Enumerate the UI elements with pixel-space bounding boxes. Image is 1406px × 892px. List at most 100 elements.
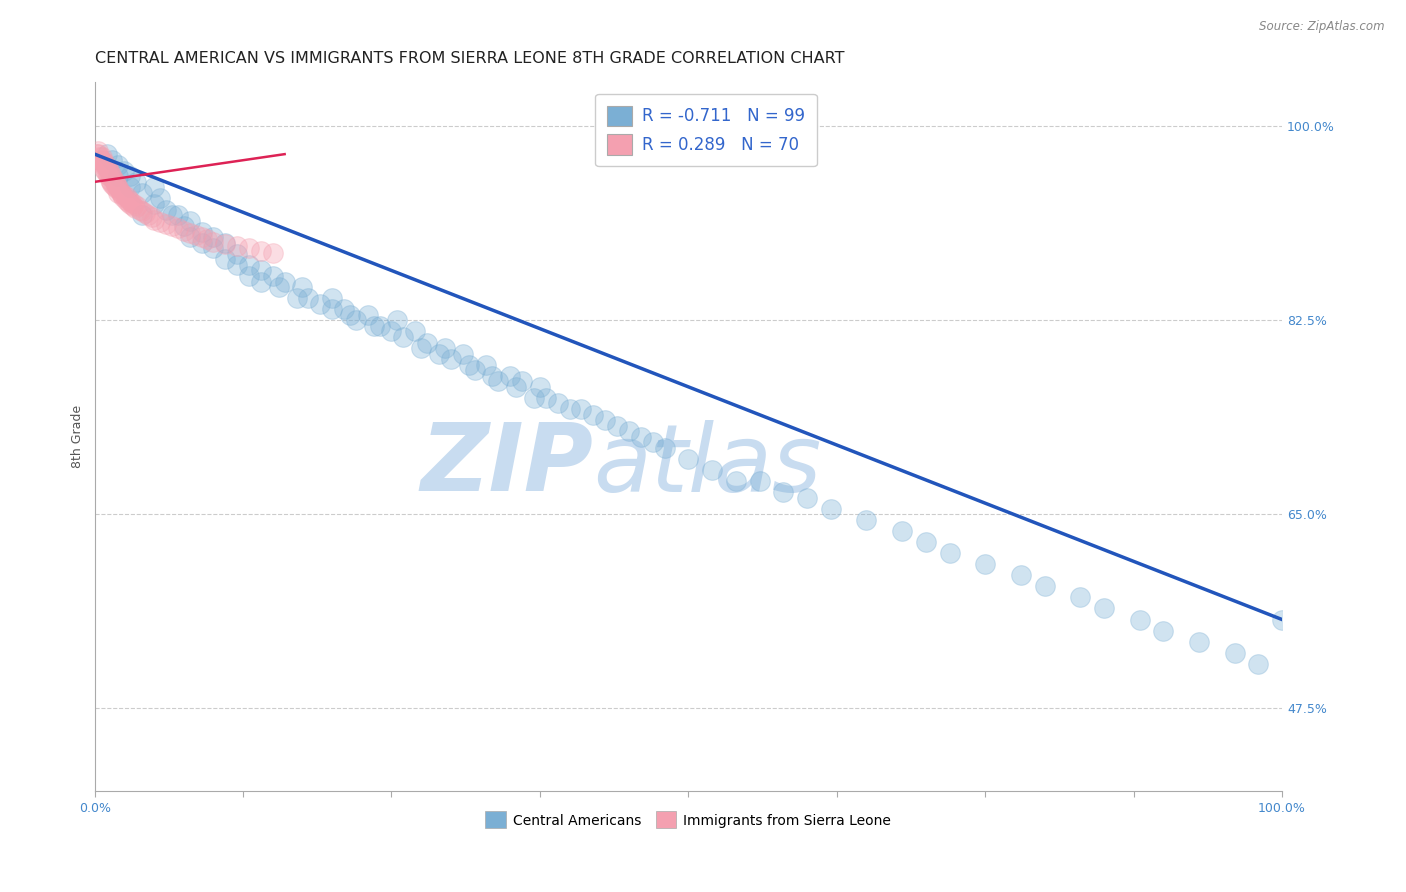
Point	[202, 235, 225, 249]
Point	[678, 451, 700, 466]
Point	[100, 175, 122, 189]
Point	[107, 169, 129, 184]
Point	[96, 166, 118, 180]
Point	[120, 180, 142, 194]
Point	[179, 230, 201, 244]
Point	[392, 330, 415, 344]
Point	[86, 147, 108, 161]
Point	[105, 181, 128, 195]
Point	[98, 166, 121, 180]
Point	[440, 352, 463, 367]
Point	[238, 258, 260, 272]
Point	[120, 197, 142, 211]
Point	[90, 151, 112, 165]
Point	[120, 169, 142, 184]
Point	[1092, 601, 1115, 615]
Point	[451, 346, 474, 360]
Point	[202, 230, 225, 244]
Point	[184, 227, 207, 242]
Point	[134, 206, 156, 220]
Point	[938, 546, 960, 560]
Point	[91, 155, 114, 169]
Point	[128, 202, 150, 217]
Text: ZIP: ZIP	[420, 419, 593, 511]
Point	[202, 241, 225, 255]
Point	[131, 208, 153, 222]
Point	[214, 252, 236, 267]
Point	[855, 513, 877, 527]
Point	[118, 193, 141, 207]
Point	[238, 241, 260, 255]
Point	[103, 179, 125, 194]
Point	[97, 161, 120, 176]
Point	[617, 424, 640, 438]
Point	[1223, 646, 1246, 660]
Point	[96, 161, 118, 175]
Point	[250, 275, 273, 289]
Point	[891, 524, 914, 538]
Point	[136, 208, 159, 222]
Point	[89, 151, 111, 165]
Point	[547, 396, 569, 410]
Point	[108, 184, 131, 198]
Point	[796, 491, 818, 505]
Point	[101, 170, 124, 185]
Point	[166, 221, 188, 235]
Y-axis label: 8th Grade: 8th Grade	[72, 405, 84, 468]
Point	[1247, 657, 1270, 671]
Point	[149, 215, 172, 229]
Point	[121, 199, 143, 213]
Text: Source: ZipAtlas.com: Source: ZipAtlas.com	[1260, 20, 1385, 33]
Point	[641, 435, 664, 450]
Point	[112, 163, 135, 178]
Point	[238, 268, 260, 283]
Point	[93, 155, 115, 169]
Point	[499, 368, 522, 383]
Point	[700, 463, 723, 477]
Point	[1128, 613, 1150, 627]
Point	[724, 474, 747, 488]
Point	[173, 219, 195, 234]
Point	[363, 318, 385, 333]
Point	[100, 168, 122, 182]
Point	[411, 341, 433, 355]
Point	[226, 239, 249, 253]
Point	[262, 245, 284, 260]
Point	[571, 402, 593, 417]
Point	[124, 202, 146, 216]
Point	[115, 190, 138, 204]
Point	[110, 186, 132, 200]
Point	[104, 175, 127, 189]
Point	[226, 247, 249, 261]
Point	[416, 335, 439, 350]
Point	[125, 175, 148, 189]
Point	[1069, 591, 1091, 605]
Point	[197, 232, 219, 246]
Point	[457, 358, 479, 372]
Point	[321, 302, 343, 317]
Text: atlas: atlas	[593, 419, 821, 510]
Point	[90, 153, 112, 167]
Point	[90, 153, 112, 167]
Point	[131, 186, 153, 200]
Point	[166, 208, 188, 222]
Point	[464, 363, 486, 377]
Point	[112, 190, 135, 204]
Point	[606, 418, 628, 433]
Point	[155, 202, 177, 217]
Point	[772, 485, 794, 500]
Point	[262, 268, 284, 283]
Point	[914, 535, 936, 549]
Point	[87, 144, 110, 158]
Point	[820, 501, 842, 516]
Point	[107, 186, 129, 200]
Point	[107, 158, 129, 172]
Point	[122, 197, 145, 211]
Point	[141, 211, 163, 225]
Point	[654, 441, 676, 455]
Text: CENTRAL AMERICAN VS IMMIGRANTS FROM SIERRA LEONE 8TH GRADE CORRELATION CHART: CENTRAL AMERICAN VS IMMIGRANTS FROM SIER…	[94, 51, 844, 66]
Point	[1188, 634, 1211, 648]
Point	[404, 325, 426, 339]
Point	[117, 194, 139, 209]
Point	[190, 230, 212, 244]
